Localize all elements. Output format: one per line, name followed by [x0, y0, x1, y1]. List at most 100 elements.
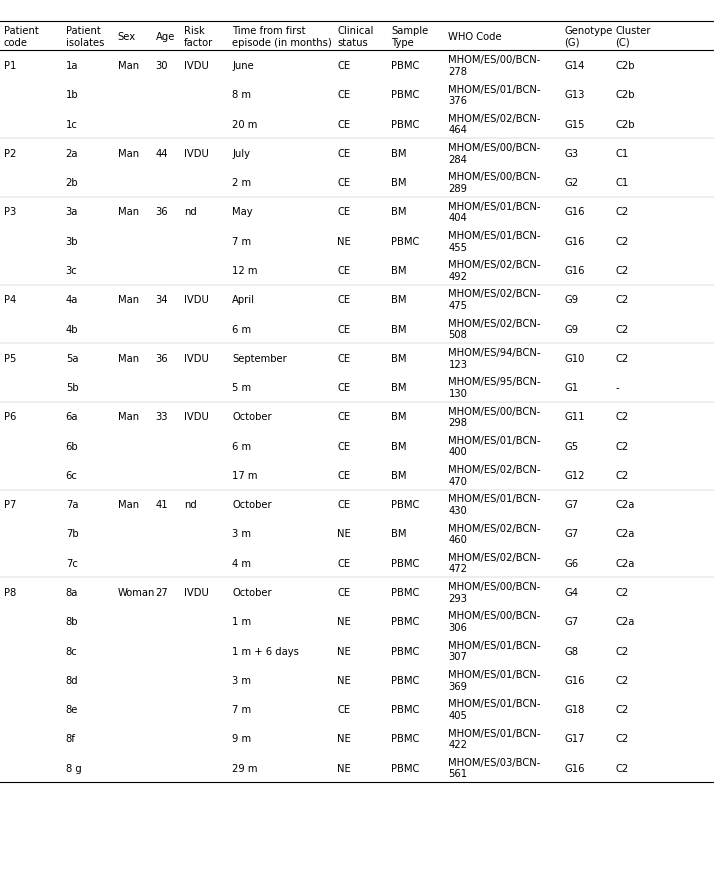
Text: BM: BM [391, 470, 407, 480]
Text: MHOM/ES/02/BCN-
508: MHOM/ES/02/BCN- 508 [448, 318, 541, 340]
Text: Clinical
status: Clinical status [337, 26, 373, 48]
Text: PBMC: PBMC [391, 675, 420, 685]
Text: PBMC: PBMC [391, 763, 420, 773]
Text: 3 m: 3 m [232, 529, 251, 539]
Text: C2: C2 [615, 266, 629, 276]
Text: BM: BM [391, 441, 407, 451]
Text: G18: G18 [564, 704, 585, 714]
Text: PBMC: PBMC [391, 734, 420, 743]
Text: CE: CE [337, 149, 350, 159]
Text: July: July [232, 149, 250, 159]
Text: P3: P3 [4, 207, 16, 217]
Text: CE: CE [337, 295, 350, 305]
Text: MHOM/ES/02/BCN-
475: MHOM/ES/02/BCN- 475 [448, 289, 541, 311]
Text: MHOM/ES/01/BCN-
400: MHOM/ES/01/BCN- 400 [448, 435, 541, 457]
Text: MHOM/ES/00/BCN-
298: MHOM/ES/00/BCN- 298 [448, 406, 540, 428]
Text: MHOM/ES/01/BCN-
455: MHOM/ES/01/BCN- 455 [448, 230, 541, 253]
Text: MHOM/ES/01/BCN-
430: MHOM/ES/01/BCN- 430 [448, 494, 541, 516]
Text: MHOM/ES/01/BCN-
404: MHOM/ES/01/BCN- 404 [448, 201, 541, 223]
Text: C2: C2 [615, 295, 629, 305]
Text: 9 m: 9 m [232, 734, 251, 743]
Text: PBMC: PBMC [391, 120, 420, 129]
Text: 4b: 4b [66, 324, 79, 334]
Text: CE: CE [337, 383, 350, 392]
Text: Sample
Type: Sample Type [391, 26, 428, 48]
Text: CE: CE [337, 441, 350, 451]
Text: G2: G2 [564, 178, 578, 188]
Text: 7c: 7c [66, 558, 78, 568]
Text: C1: C1 [615, 178, 629, 188]
Text: G9: G9 [564, 295, 578, 305]
Text: G7: G7 [564, 529, 578, 539]
Text: C1: C1 [615, 149, 629, 159]
Text: 8c: 8c [66, 646, 77, 656]
Text: Man: Man [118, 354, 139, 363]
Text: MHOM/ES/03/BCN-
561: MHOM/ES/03/BCN- 561 [448, 757, 540, 779]
Text: Man: Man [118, 500, 139, 509]
Text: PBMC: PBMC [391, 587, 420, 597]
Text: -: - [615, 383, 619, 392]
Text: G5: G5 [564, 441, 578, 451]
Text: 20 m: 20 m [232, 120, 258, 129]
Text: C2: C2 [615, 704, 629, 714]
Text: G10: G10 [564, 354, 585, 363]
Text: IVDU: IVDU [184, 354, 209, 363]
Text: 1 m + 6 days: 1 m + 6 days [232, 646, 299, 656]
Text: C2: C2 [615, 734, 629, 743]
Text: IVDU: IVDU [184, 587, 209, 597]
Text: CE: CE [337, 412, 350, 422]
Text: Cluster
(C): Cluster (C) [615, 26, 651, 48]
Text: BM: BM [391, 266, 407, 276]
Text: G7: G7 [564, 617, 578, 626]
Text: PBMC: PBMC [391, 61, 420, 71]
Text: 4a: 4a [66, 295, 78, 305]
Text: Sex: Sex [118, 32, 136, 42]
Text: IVDU: IVDU [184, 295, 209, 305]
Text: PBMC: PBMC [391, 704, 420, 714]
Text: 6 m: 6 m [232, 441, 251, 451]
Text: P8: P8 [4, 587, 16, 597]
Text: CE: CE [337, 120, 350, 129]
Text: G13: G13 [564, 90, 585, 100]
Text: 7b: 7b [66, 529, 79, 539]
Text: 5b: 5b [66, 383, 79, 392]
Text: 8 g: 8 g [66, 763, 81, 773]
Text: 2b: 2b [66, 178, 79, 188]
Text: PBMC: PBMC [391, 90, 420, 100]
Text: 8d: 8d [66, 675, 79, 685]
Text: IVDU: IVDU [184, 61, 209, 71]
Text: MHOM/ES/00/BCN-
289: MHOM/ES/00/BCN- 289 [448, 172, 540, 194]
Text: Woman: Woman [118, 587, 155, 597]
Text: PBMC: PBMC [391, 646, 420, 656]
Text: 8f: 8f [66, 734, 76, 743]
Text: 2a: 2a [66, 149, 79, 159]
Text: Man: Man [118, 207, 139, 217]
Text: IVDU: IVDU [184, 412, 209, 422]
Text: 3 m: 3 m [232, 675, 251, 685]
Text: NE: NE [337, 529, 351, 539]
Text: BM: BM [391, 207, 407, 217]
Text: MHOM/ES/01/BCN-
307: MHOM/ES/01/BCN- 307 [448, 640, 541, 662]
Text: MHOM/ES/94/BCN-
123: MHOM/ES/94/BCN- 123 [448, 347, 541, 369]
Text: G8: G8 [564, 646, 578, 656]
Text: April: April [232, 295, 255, 305]
Text: C2b: C2b [615, 90, 635, 100]
Text: 7 m: 7 m [232, 237, 251, 246]
Text: BM: BM [391, 383, 407, 392]
Text: 6c: 6c [66, 470, 78, 480]
Text: CE: CE [337, 178, 350, 188]
Text: G16: G16 [564, 207, 585, 217]
Text: Genotype
(G): Genotype (G) [564, 26, 613, 48]
Text: C2a: C2a [615, 529, 635, 539]
Text: MHOM/ES/01/BCN-
422: MHOM/ES/01/BCN- 422 [448, 727, 541, 750]
Text: 3b: 3b [66, 237, 79, 246]
Text: 36: 36 [156, 207, 169, 217]
Text: 8 m: 8 m [232, 90, 251, 100]
Text: 8a: 8a [66, 587, 78, 597]
Text: P2: P2 [4, 149, 16, 159]
Text: Patient
isolates: Patient isolates [66, 26, 104, 48]
Text: C2a: C2a [615, 617, 635, 626]
Text: G15: G15 [564, 120, 585, 129]
Text: CE: CE [337, 61, 350, 71]
Text: P4: P4 [4, 295, 16, 305]
